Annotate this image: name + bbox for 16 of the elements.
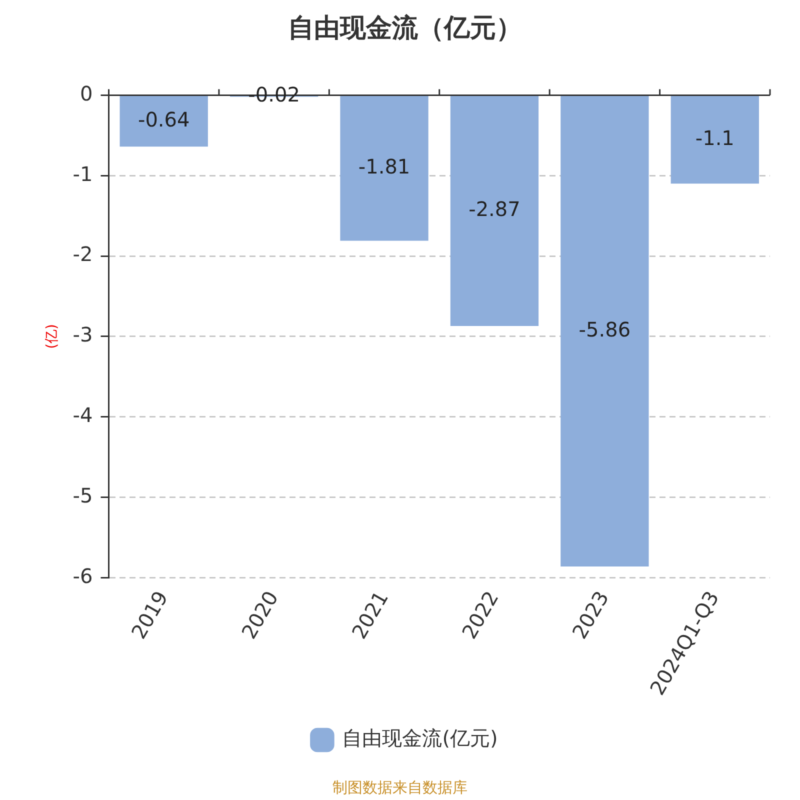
data-label: -2.87 [468, 197, 520, 222]
y-tick-label: -1 [72, 162, 93, 186]
data-label: -1.1 [695, 126, 734, 150]
data-label: -5.86 [578, 317, 631, 342]
y-tick-label: -6 [72, 564, 93, 588]
y-tick-label: -2 [72, 242, 93, 266]
data-label: -1.81 [358, 154, 410, 179]
y-axis-title: (亿) [44, 324, 60, 349]
y-tick-label: 0 [80, 81, 93, 106]
chart-title: 自由现金流（亿元） [288, 13, 522, 44]
y-tick-label: -3 [72, 322, 93, 347]
text: 制图数据来自数据库 [332, 778, 468, 796]
legend-label: 自由现金流(亿元) [342, 726, 498, 750]
y-tick-label: -4 [72, 403, 93, 428]
y-tick-label: -5 [72, 484, 93, 508]
data-label: -0.64 [138, 108, 190, 132]
